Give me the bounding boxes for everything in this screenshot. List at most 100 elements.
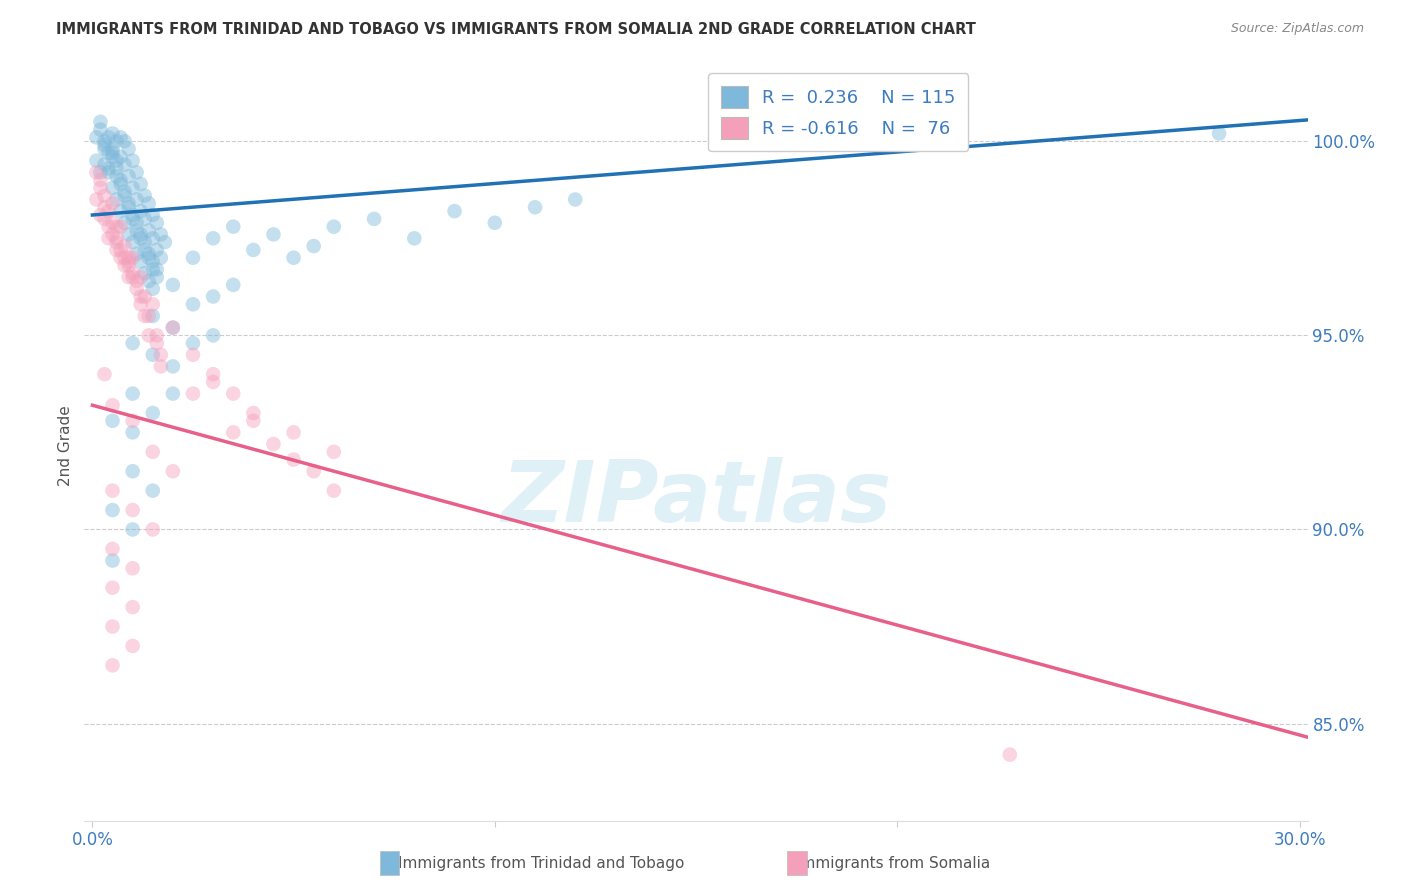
Point (121, 208, 143, 222)
Point (162, 320, 184, 334)
Point (93, 142, 115, 156)
Point (222, 425, 245, 440)
Point (110, 251, 132, 265)
Point (117, 200, 139, 214)
Point (101, 398, 124, 412)
Point (138, 328, 160, 343)
Point (101, 150, 124, 164)
Point (129, 204, 152, 219)
Point (117, 196, 139, 211)
Point (202, 328, 225, 343)
Point (114, 185, 136, 199)
Text: Source: ZipAtlas.com: Source: ZipAtlas.com (1230, 22, 1364, 36)
Point (162, 277, 184, 292)
Point (142, 445, 165, 459)
Point (101, 414, 124, 428)
Point (121, 266, 143, 280)
Point (129, 270, 152, 285)
Point (121, 181, 143, 195)
Point (101, 541, 124, 556)
Point (202, 367, 225, 381)
Point (404, 231, 426, 245)
Point (101, 483, 124, 498)
Point (242, 414, 264, 428)
Point (443, 204, 465, 219)
Point (564, 193, 586, 207)
Point (129, 177, 152, 191)
Point (484, 216, 506, 230)
Point (121, 464, 143, 478)
Point (125, 282, 148, 296)
Point (202, 231, 225, 245)
Point (117, 254, 139, 268)
Point (89, 181, 111, 195)
Point (117, 142, 139, 156)
Point (93, 188, 115, 202)
Point (125, 274, 148, 288)
Point (142, 309, 165, 323)
Point (998, 747, 1021, 762)
Point (363, 211, 385, 226)
Point (86, 153, 108, 168)
Point (322, 445, 344, 459)
Point (105, 219, 128, 234)
Point (142, 523, 165, 537)
Point (138, 251, 160, 265)
Point (142, 208, 165, 222)
Point (129, 231, 152, 245)
Point (302, 239, 325, 253)
Point (181, 348, 204, 362)
Point (121, 523, 143, 537)
Point (101, 619, 124, 633)
Point (101, 142, 124, 156)
Point (97, 161, 120, 176)
Point (149, 227, 172, 242)
Point (105, 235, 128, 250)
Point (121, 235, 143, 250)
Text: ZIPatlas: ZIPatlas (501, 457, 891, 540)
Point (222, 386, 245, 401)
Point (101, 181, 124, 195)
Point (162, 320, 184, 334)
Point (93, 211, 115, 226)
Point (97, 130, 120, 145)
Point (222, 219, 245, 234)
Point (322, 483, 344, 498)
Point (134, 243, 156, 257)
Point (263, 437, 285, 451)
Point (121, 600, 143, 615)
Point (114, 188, 136, 202)
Point (125, 193, 148, 207)
Point (89, 115, 111, 129)
Point (121, 270, 143, 285)
Point (101, 503, 124, 517)
Point (121, 386, 143, 401)
Point (105, 153, 128, 168)
Point (101, 145, 124, 160)
Point (110, 204, 132, 219)
Point (146, 336, 169, 351)
Point (86, 165, 108, 179)
Point (121, 639, 143, 653)
Point (86, 130, 108, 145)
Point (524, 200, 547, 214)
Point (142, 483, 165, 498)
Point (93, 157, 115, 171)
Point (105, 231, 128, 245)
Point (105, 134, 128, 148)
Point (149, 251, 172, 265)
Point (117, 259, 139, 273)
Point (121, 425, 143, 440)
Point (149, 359, 172, 374)
Point (134, 235, 156, 250)
Point (134, 211, 156, 226)
Point (138, 274, 160, 288)
Point (283, 251, 305, 265)
Point (89, 122, 111, 136)
Point (117, 251, 139, 265)
Point (93, 134, 115, 148)
Point (121, 414, 143, 428)
Point (129, 254, 152, 268)
Point (242, 406, 264, 420)
Point (110, 130, 132, 145)
